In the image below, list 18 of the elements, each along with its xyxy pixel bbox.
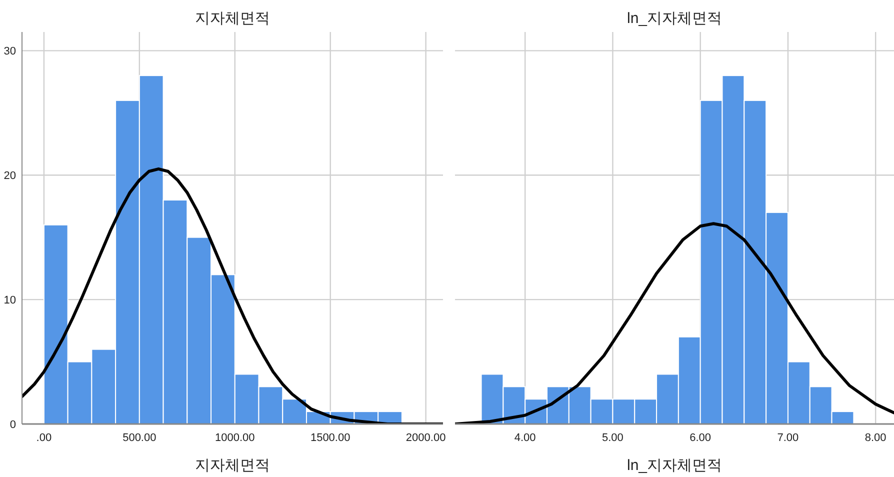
chart-title: 지자체면적 xyxy=(195,10,270,27)
x-tick-label: 8.00 xyxy=(864,432,886,444)
x-tick-label: .00 xyxy=(36,432,52,444)
x-axis-title: 지자체면적 xyxy=(195,457,270,474)
y-tick-label: 20 xyxy=(4,170,16,182)
x-tick-label: 1500.00 xyxy=(310,432,350,444)
y-tick-label: 10 xyxy=(4,294,16,307)
x-tick-label: 5.00 xyxy=(602,432,624,444)
chart-title: ln_지자체면적 xyxy=(626,10,722,27)
x-tick-label: 500.00 xyxy=(122,432,156,444)
y-tick-label: 0 xyxy=(10,419,16,431)
x-tick-label: 1000.00 xyxy=(215,432,255,444)
x-tick-label: 4.00 xyxy=(514,432,536,444)
x-axis-title: ln_지자체면적 xyxy=(626,457,722,474)
y-tick-label: 30 xyxy=(4,46,16,58)
x-tick-label: 7.00 xyxy=(777,432,799,444)
x-tick-label: 2000.00 xyxy=(406,432,446,444)
x-tick-label: 6.00 xyxy=(690,432,712,444)
